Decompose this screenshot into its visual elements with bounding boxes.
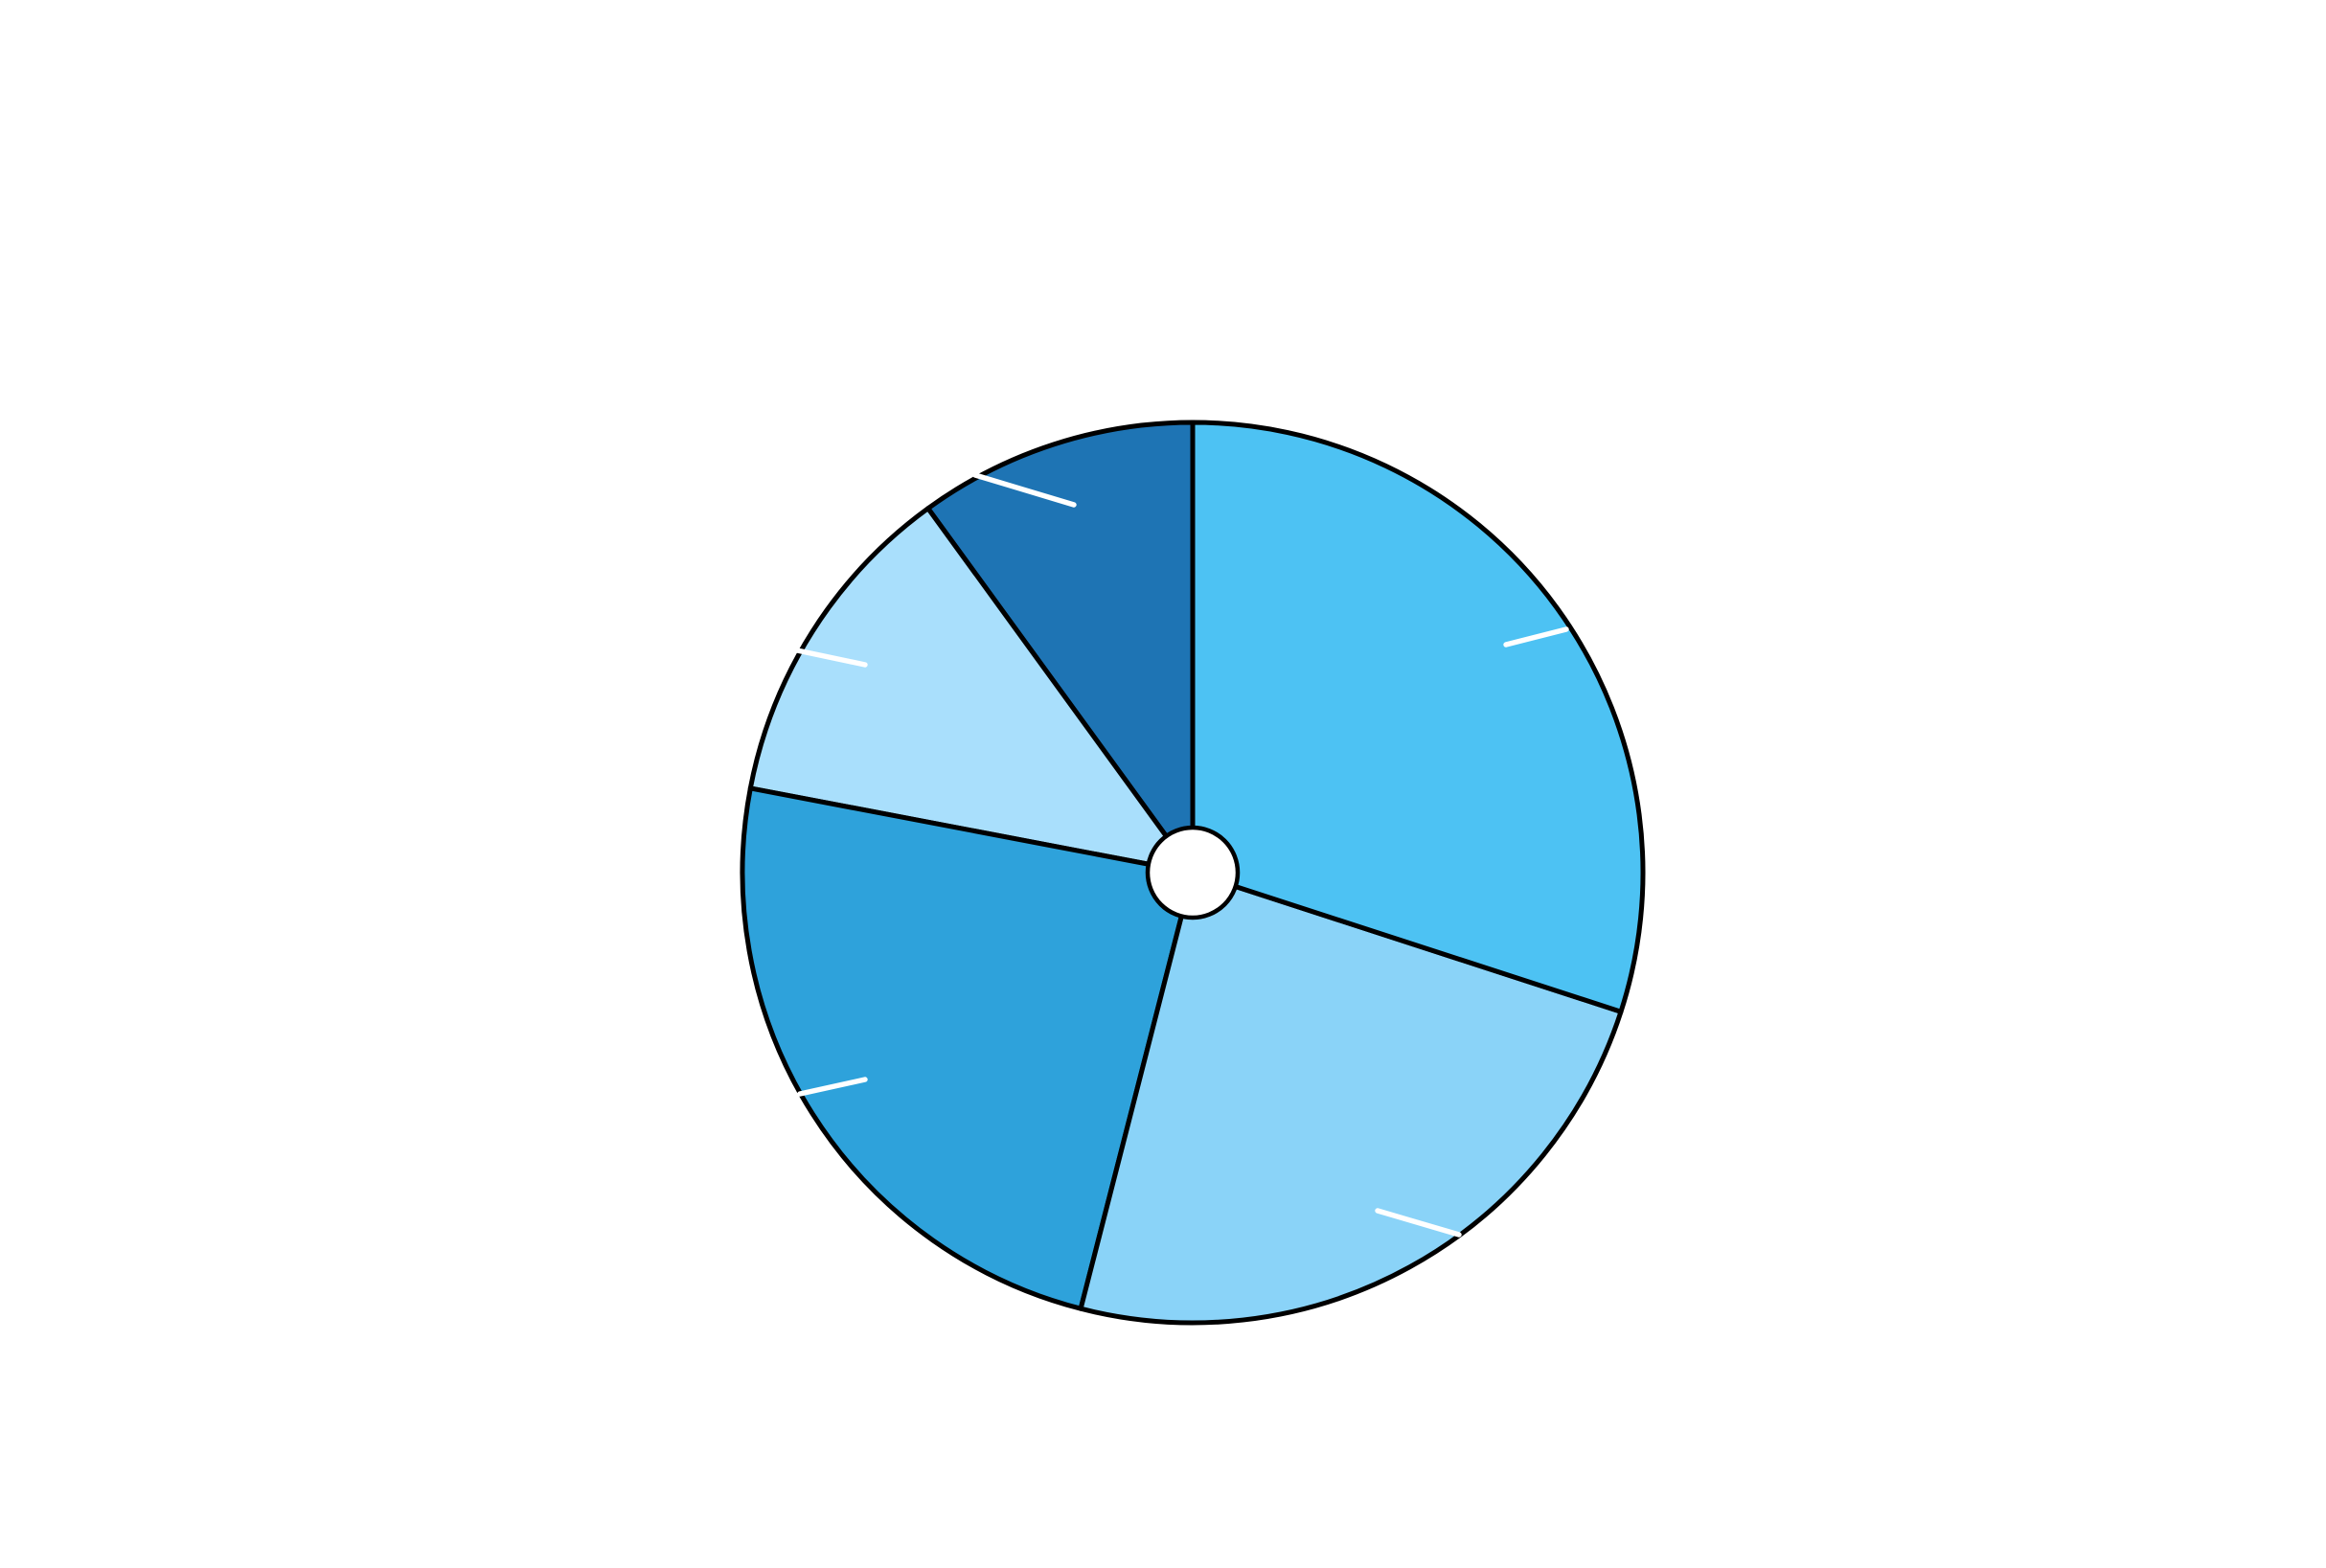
donut-hole-group: [1145, 825, 1241, 920]
slice-tick-1: [972, 472, 1077, 508]
pie-slice-2: [747, 506, 1196, 875]
slice-tick-4: [1375, 1208, 1462, 1238]
pie-slice-4: [1078, 870, 1624, 1326]
pie-slice-5: [1190, 420, 1646, 1014]
slice-ticks: [794, 472, 1569, 1238]
pie-slices: [740, 420, 1646, 1326]
slice-tick-2: [794, 648, 868, 668]
slice-tick-5: [1503, 626, 1569, 648]
pie-slice-1: [925, 420, 1196, 875]
pie-slice-3: [740, 785, 1196, 1311]
slice-tick-3: [797, 1077, 868, 1097]
donut-hole: [1145, 825, 1241, 920]
